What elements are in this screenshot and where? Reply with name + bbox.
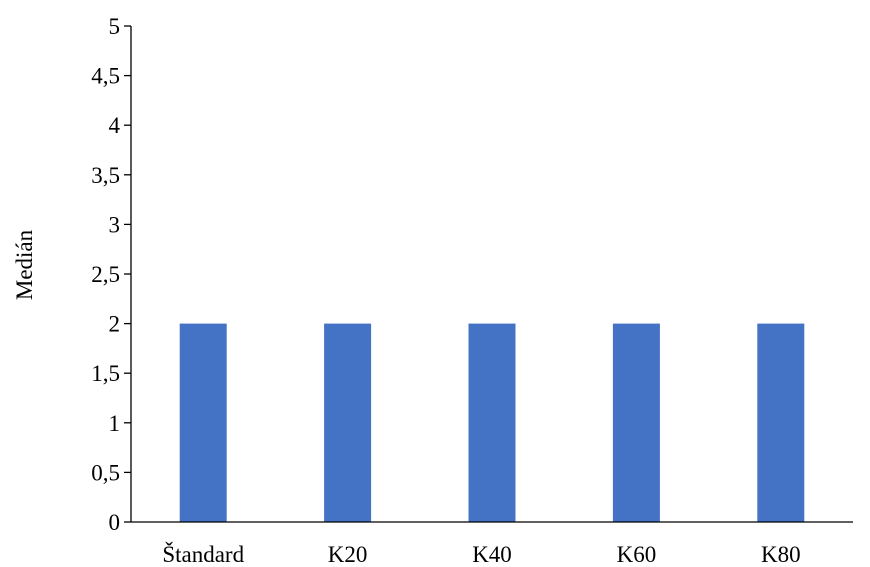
y-tick-label: 3 [109, 212, 121, 237]
y-tick-label: 2,5 [91, 262, 120, 287]
y-tick-label: 4,5 [91, 64, 120, 89]
y-tick-label: 1,5 [91, 361, 120, 386]
bar-k80 [757, 323, 805, 522]
y-tick-label: 5 [109, 14, 121, 39]
bar-k40 [468, 323, 516, 522]
y-tick-label: 4 [109, 113, 121, 138]
x-tick-label: K20 [328, 542, 368, 567]
x-tick-label: K60 [617, 542, 657, 567]
y-tick-label: 1 [109, 411, 121, 436]
bar-k20 [324, 323, 372, 522]
y-tick-label: 0 [109, 510, 121, 535]
bar-k60 [612, 323, 660, 522]
x-tick-label: K40 [472, 542, 512, 567]
y-tick-label: 3,5 [91, 163, 120, 188]
y-tick-label: 2 [109, 312, 121, 337]
y-axis-title: Medián [12, 229, 37, 300]
x-tick-label: K80 [761, 542, 801, 567]
plot-area: 0 0,5 1 1,5 2 2,5 3 3,5 4 4,5 5 Štandard K20 K40 K60 K8… [91, 14, 853, 567]
y-tick-label: 0,5 [91, 460, 120, 485]
bar-štandard [179, 323, 227, 522]
x-tick-label: Štandard [162, 541, 244, 567]
